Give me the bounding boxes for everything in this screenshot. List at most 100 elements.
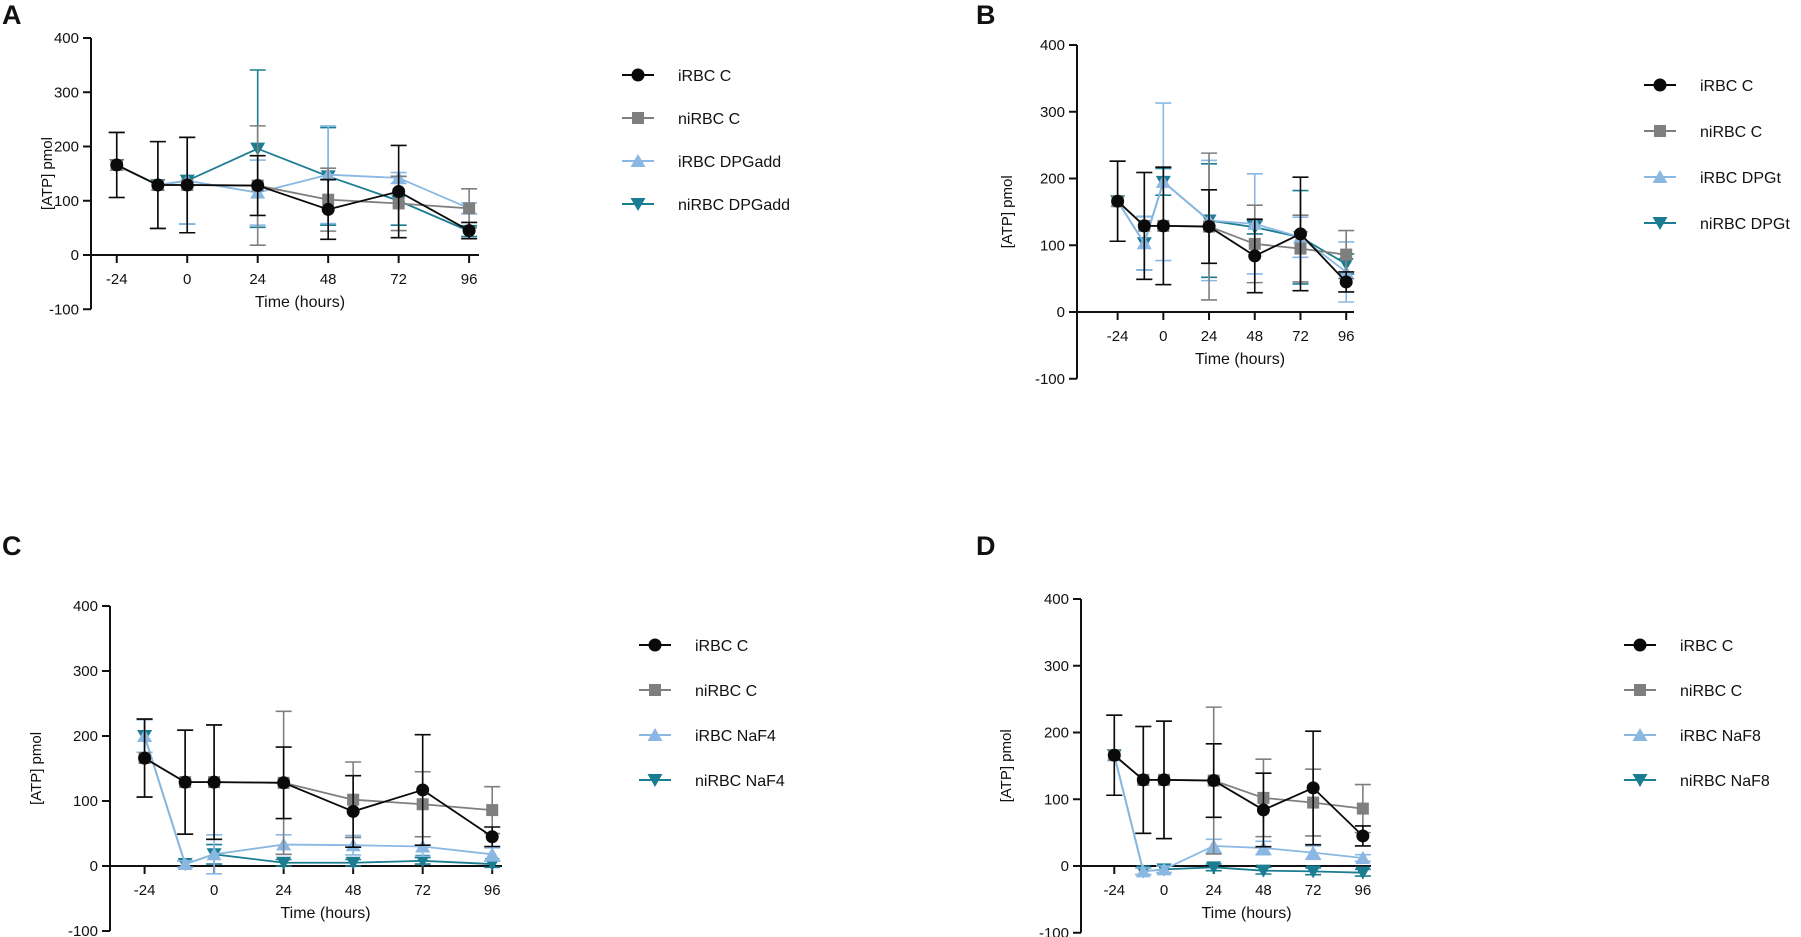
- data-point: [178, 775, 192, 789]
- data-point: [462, 224, 476, 238]
- series-line: [116, 147, 470, 232]
- data-point: [1137, 219, 1151, 233]
- y-tick-label: 0: [71, 247, 79, 264]
- legend-label: iRBC C: [1700, 78, 1753, 95]
- data-point: [415, 854, 431, 868]
- data-point: [1356, 829, 1370, 843]
- data-point: [1248, 249, 1262, 263]
- data-point: [1157, 773, 1171, 787]
- legend-marker: [1632, 728, 1648, 741]
- series-line: [1113, 754, 1364, 837]
- y-tick-label: -100: [68, 923, 98, 937]
- y-tick-label: 300: [1040, 104, 1065, 121]
- y-tick-label: -100: [1039, 925, 1069, 937]
- x-tick-label: 72: [1292, 328, 1309, 345]
- y-tick-label: 400: [54, 30, 79, 47]
- legend-label: niRBC NaF8: [1680, 773, 1770, 790]
- x-axis-label: Time (hours): [255, 294, 345, 311]
- y-tick-label: 200: [1040, 171, 1065, 188]
- data-point: [1255, 840, 1271, 854]
- data-point: [206, 847, 222, 861]
- data-point: [484, 847, 500, 861]
- legend-label: iRBC NaF4: [695, 728, 776, 745]
- x-tick-label: 0: [183, 271, 191, 288]
- data-point: [177, 857, 193, 871]
- x-tick-label: -24: [106, 271, 128, 288]
- legend-label: iRBC C: [678, 68, 731, 85]
- y-tick-label: 400: [1044, 591, 1069, 608]
- data-point: [346, 804, 360, 818]
- y-tick-label: 400: [73, 598, 98, 615]
- data-point: [1207, 774, 1221, 788]
- x-tick-label: 24: [1205, 882, 1222, 899]
- x-tick-label: 96: [1338, 328, 1355, 345]
- x-tick-label: -24: [1103, 882, 1125, 899]
- data-point: [1339, 275, 1353, 289]
- data-point: [321, 202, 335, 216]
- series-line: [143, 735, 493, 866]
- x-tick-label: 48: [345, 882, 362, 899]
- data-point: [1256, 803, 1270, 817]
- y-tick-label: 200: [73, 728, 98, 745]
- data-point: [1156, 219, 1170, 233]
- chart-c: -100 0 100 200 300 400 -24 0 24 48 72 96 Time (hours…: [28, 598, 785, 937]
- panel-c: C -100 0 100 200 300 400 -24 0 24 48 72 96 Time (hou…: [0, 469, 900, 937]
- data-point: [110, 158, 124, 172]
- legend-label: niRBC C: [678, 111, 740, 128]
- x-axis-label: Time (hours): [280, 905, 370, 922]
- data-point: [180, 178, 194, 192]
- legend-marker: [649, 684, 661, 696]
- legend-marker: [647, 728, 663, 741]
- panel-b: B -100 0 100 200 300 400 -24 0 24 48 72 96 Time (hou…: [970, 0, 1801, 468]
- data-point: [1305, 845, 1321, 859]
- legend-marker: [647, 774, 663, 787]
- legend-marker: [630, 154, 646, 167]
- legend-marker: [1634, 684, 1646, 696]
- x-tick-label: 0: [1160, 882, 1168, 899]
- panel-letter: B: [976, 0, 996, 30]
- data-point: [1306, 781, 1320, 795]
- data-point: [485, 830, 499, 844]
- y-tick-label: 200: [1044, 725, 1069, 742]
- data-point: [1107, 748, 1121, 762]
- panel-letter: A: [2, 0, 22, 30]
- series-line: [1113, 754, 1363, 874]
- x-tick-label: 48: [320, 271, 337, 288]
- panel-d: D -100 0 100 200 300 400 -24 0 24 48 72 96 Time (hou…: [970, 469, 1801, 937]
- data-point: [1156, 862, 1172, 876]
- y-tick-label: 100: [73, 793, 98, 810]
- y-tick-label: 400: [1040, 37, 1065, 54]
- x-tick-label: -24: [134, 882, 156, 899]
- legend-label: iRBC C: [1680, 638, 1733, 655]
- legend-label: niRBC DPGt: [1700, 216, 1790, 233]
- y-tick-label: 300: [73, 663, 98, 680]
- y-tick-label: 0: [1057, 304, 1065, 321]
- legend-label: niRBC DPGadd: [678, 197, 790, 214]
- legend-label: niRBC NaF4: [695, 773, 785, 790]
- chart-b: -100 0 100 200 300 400 -24 0 24 48 72 96 Time (hours…: [999, 37, 1790, 388]
- data-point: [1206, 861, 1222, 875]
- legend-label: iRBC NaF8: [1680, 728, 1761, 745]
- y-tick-label: 300: [54, 84, 79, 101]
- x-tick-label: 24: [249, 271, 266, 288]
- y-tick-label: 0: [1061, 858, 1069, 875]
- legend-marker: [632, 112, 644, 124]
- legend-marker: [630, 198, 646, 211]
- legend-marker: [1653, 78, 1667, 92]
- data-point: [138, 751, 152, 765]
- data-point: [1340, 248, 1353, 261]
- series-line: [144, 757, 493, 838]
- x-tick-label: 72: [390, 271, 407, 288]
- x-tick-label: 48: [1246, 328, 1263, 345]
- data-point: [345, 856, 361, 870]
- panel-a: A -100 0 100 200 300 400 -24 0 24 48 72 96 Time (hou…: [0, 0, 900, 468]
- chart-d: -100 0 100 200 300 400 -24 0 24 48 72 96 Time (hours…: [998, 591, 1770, 937]
- legend-label: niRBC C: [1700, 124, 1762, 141]
- data-point: [1135, 864, 1151, 878]
- x-axis-label: Time (hours): [1195, 351, 1285, 368]
- y-tick-label: 100: [1044, 791, 1069, 808]
- x-axis-label: Time (hours): [1201, 905, 1291, 922]
- data-point: [463, 202, 476, 215]
- legend-marker: [1633, 638, 1647, 652]
- data-point: [1355, 850, 1371, 864]
